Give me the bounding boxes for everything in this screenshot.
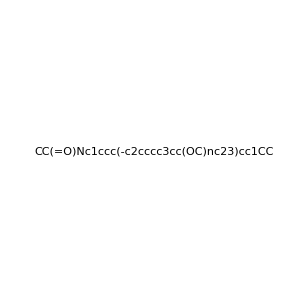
Text: CC(=O)Nc1ccc(-c2cccc3cc(OC)nc23)cc1CC: CC(=O)Nc1ccc(-c2cccc3cc(OC)nc23)cc1CC: [34, 146, 273, 157]
